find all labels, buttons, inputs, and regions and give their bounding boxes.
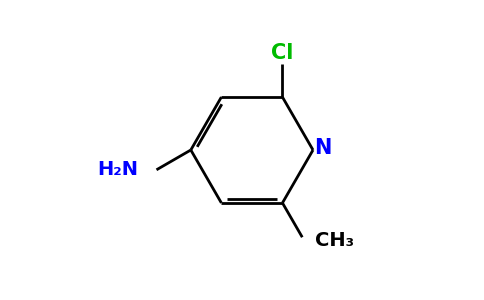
Text: CH₃: CH₃ xyxy=(316,231,354,250)
Text: H₂N: H₂N xyxy=(97,160,138,179)
Text: N: N xyxy=(314,138,332,158)
Text: Cl: Cl xyxy=(271,43,294,62)
